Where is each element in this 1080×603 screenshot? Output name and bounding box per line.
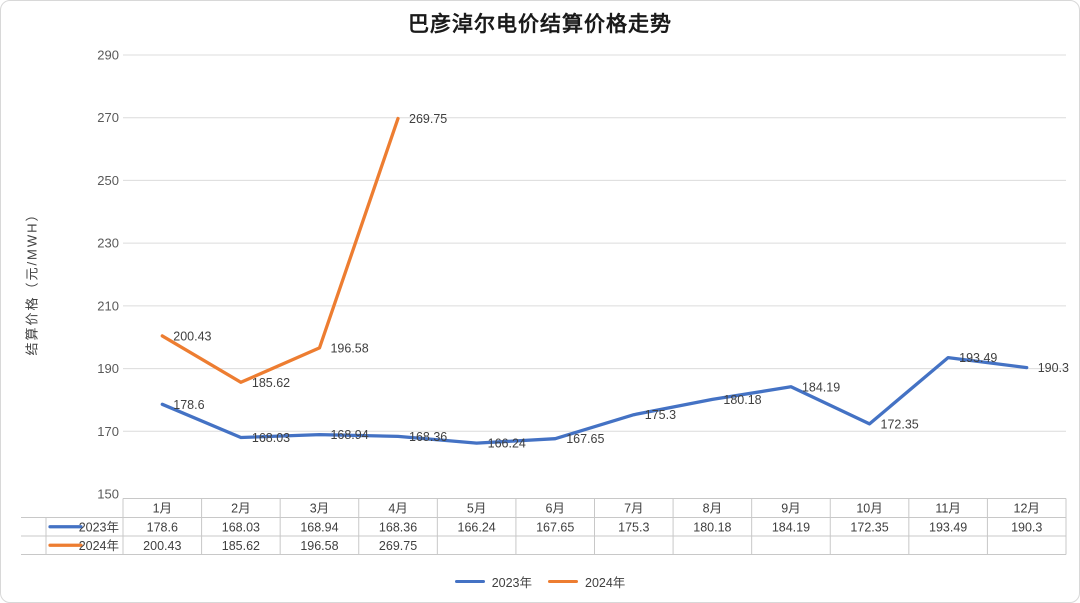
table-cell-value: 175.3 xyxy=(618,520,649,534)
data-label-2023: 175.3 xyxy=(645,408,676,422)
y-tick-label: 170 xyxy=(97,424,119,439)
legend-item-2023: 2023年 xyxy=(454,572,532,591)
y-tick-label: 230 xyxy=(97,236,119,251)
table-cell-value: 269.75 xyxy=(379,539,417,553)
table-month-header: 3月 xyxy=(310,502,329,516)
data-label-2023: 166.24 xyxy=(488,437,526,451)
legend-label-2024: 2024年 xyxy=(585,576,626,590)
table-cell-value: 166.24 xyxy=(458,520,496,534)
table-month-header: 4月 xyxy=(388,502,407,516)
table-month-header: 9月 xyxy=(781,502,800,516)
data-label-2023: 168.03 xyxy=(252,431,290,445)
table-cell-value: 168.94 xyxy=(300,520,338,534)
y-tick-label: 190 xyxy=(97,361,119,376)
table-cell-value: 172.35 xyxy=(850,520,888,534)
table-month-header: 1月 xyxy=(153,502,172,516)
table-cell-value: 168.36 xyxy=(379,520,417,534)
table-series-name: 2023年 xyxy=(79,520,119,534)
series-line-2023 xyxy=(160,355,1029,445)
data-label-2023: 193.49 xyxy=(959,351,997,365)
table-cell-value: 184.19 xyxy=(772,520,810,534)
table-month-header: 10月 xyxy=(856,502,882,516)
data-label-2023: 168.36 xyxy=(409,430,447,444)
table-cell-value: 168.03 xyxy=(222,520,260,534)
table-month-header: 5月 xyxy=(467,502,486,516)
legend-swatch-2023 xyxy=(454,579,485,584)
legend-label-2023: 2023年 xyxy=(491,576,532,590)
table-cell-value: 190.3 xyxy=(1011,520,1042,534)
series-line-2024 xyxy=(160,116,400,384)
table-cell-value: 185.62 xyxy=(222,539,260,553)
table-month-header: 7月 xyxy=(624,502,643,516)
y-tick-label: 290 xyxy=(97,48,119,63)
data-label-2024: 200.43 xyxy=(173,329,211,343)
chart-legend: 2023年 2024年 xyxy=(1,572,1079,591)
data-label-2024: 185.62 xyxy=(252,376,290,390)
table-cell-value: 178.6 xyxy=(147,520,178,534)
data-label-2023: 180.18 xyxy=(723,393,761,407)
data-label-2024: 196.58 xyxy=(330,341,368,355)
table-month-header: 8月 xyxy=(703,502,722,516)
table-cell-value: 180.18 xyxy=(693,520,731,534)
table-month-header: 11月 xyxy=(935,502,960,516)
table-series-name: 2024年 xyxy=(79,539,119,553)
table-cell-value: 196.58 xyxy=(300,539,338,553)
y-tick-label: 250 xyxy=(97,173,119,188)
table-cell-value: 167.65 xyxy=(536,520,574,534)
data-label-2023: 167.65 xyxy=(566,432,604,446)
chart-title: 巴彦淖尔电价结算价格走势 xyxy=(408,13,672,36)
y-tick-label: 150 xyxy=(97,487,119,502)
data-label-2023: 168.94 xyxy=(330,428,368,442)
y-tick-label: 210 xyxy=(97,298,119,313)
data-label-2023: 184.19 xyxy=(802,380,840,394)
table-month-header: 12月 xyxy=(1014,502,1040,516)
legend-swatch-2024 xyxy=(548,579,578,584)
data-label-2024: 269.75 xyxy=(409,112,447,126)
table-month-header: 6月 xyxy=(545,502,564,516)
table-cell-value: 193.49 xyxy=(929,520,967,534)
data-label-2023: 178.6 xyxy=(173,398,204,412)
data-label-2023: 172.35 xyxy=(881,417,919,431)
y-tick-label: 270 xyxy=(97,110,119,125)
table-month-header: 2月 xyxy=(231,502,250,516)
legend-item-2024: 2024年 xyxy=(548,572,625,591)
table-cell-value: 200.43 xyxy=(143,539,181,553)
data-label-2023: 190.3 xyxy=(1038,361,1069,375)
